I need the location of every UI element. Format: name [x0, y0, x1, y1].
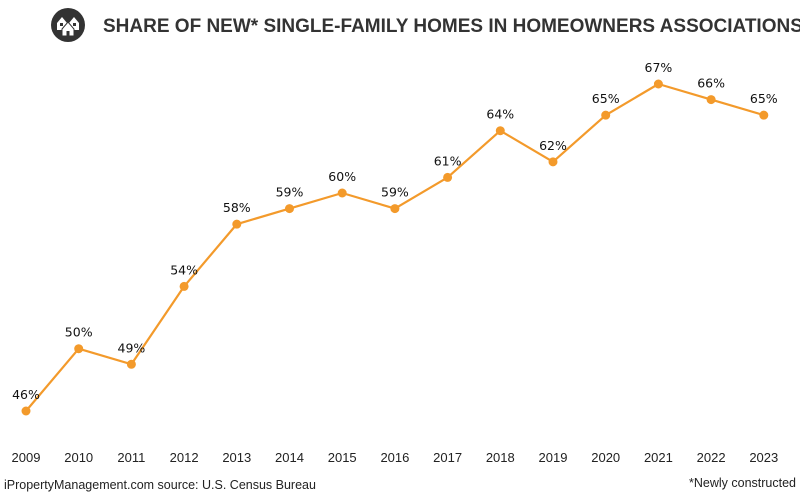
- data-label: 64%: [486, 107, 514, 122]
- data-point[interactable]: [443, 172, 453, 182]
- data-label: 67%: [645, 60, 673, 75]
- x-tick-label: 2019: [539, 450, 568, 465]
- x-tick-label: 2011: [117, 450, 145, 465]
- x-tick-label: 2020: [591, 450, 620, 465]
- data-point[interactable]: [21, 406, 31, 416]
- houses-icon: [51, 8, 85, 42]
- x-tick-label: 2018: [486, 450, 515, 465]
- x-tick-label: 2010: [64, 450, 93, 465]
- data-label: 58%: [223, 200, 251, 215]
- data-label: 61%: [434, 153, 462, 168]
- x-tick-label: 2009: [12, 450, 41, 465]
- data-label: 60%: [328, 169, 356, 184]
- data-label: 59%: [276, 185, 304, 200]
- data-point[interactable]: [706, 95, 716, 105]
- data-point[interactable]: [390, 204, 400, 214]
- source-note: iPropertyManagement.com source: U.S. Cen…: [4, 478, 316, 492]
- data-label: 65%: [750, 91, 778, 106]
- data-point[interactable]: [759, 110, 769, 120]
- footnote: *Newly constructed: [689, 476, 796, 490]
- x-tick-label: 2013: [222, 450, 251, 465]
- data-point[interactable]: [285, 204, 294, 214]
- data-point[interactable]: [548, 157, 558, 167]
- data-label: 49%: [118, 340, 146, 355]
- plot-area: 46% 2009 50% 2010 49% 2011 54% 2012 58% 2013 59% 20…: [12, 60, 779, 465]
- data-label: 66%: [697, 76, 725, 91]
- x-tick-label: 2021: [644, 450, 673, 465]
- x-tick-label: 2014: [275, 450, 304, 465]
- x-tick-label: 2023: [749, 450, 778, 465]
- x-tick-label: 2015: [328, 450, 357, 465]
- data-point[interactable]: [179, 281, 189, 291]
- data-point[interactable]: [74, 344, 84, 354]
- chart-title: SHARE OF NEW* SINGLE-FAMILY HOMES IN HOM…: [103, 16, 800, 37]
- data-point[interactable]: [232, 219, 242, 229]
- series-line: [25, 82, 765, 412]
- data-label: 62%: [539, 138, 567, 153]
- x-tick-label: 2017: [433, 450, 462, 465]
- data-point[interactable]: [653, 79, 663, 89]
- data-label: 65%: [592, 91, 620, 106]
- x-tick-label: 2022: [697, 450, 726, 465]
- data-label: 46%: [12, 387, 40, 402]
- data-label: 50%: [65, 325, 93, 340]
- data-point[interactable]: [337, 188, 347, 198]
- data-label: 59%: [381, 185, 409, 200]
- data-label: 54%: [170, 262, 198, 277]
- data-point[interactable]: [601, 110, 611, 120]
- x-tick-label: 2012: [170, 450, 199, 465]
- data-point[interactable]: [495, 126, 505, 136]
- data-point[interactable]: [126, 359, 136, 369]
- x-tick-label: 2016: [380, 450, 409, 465]
